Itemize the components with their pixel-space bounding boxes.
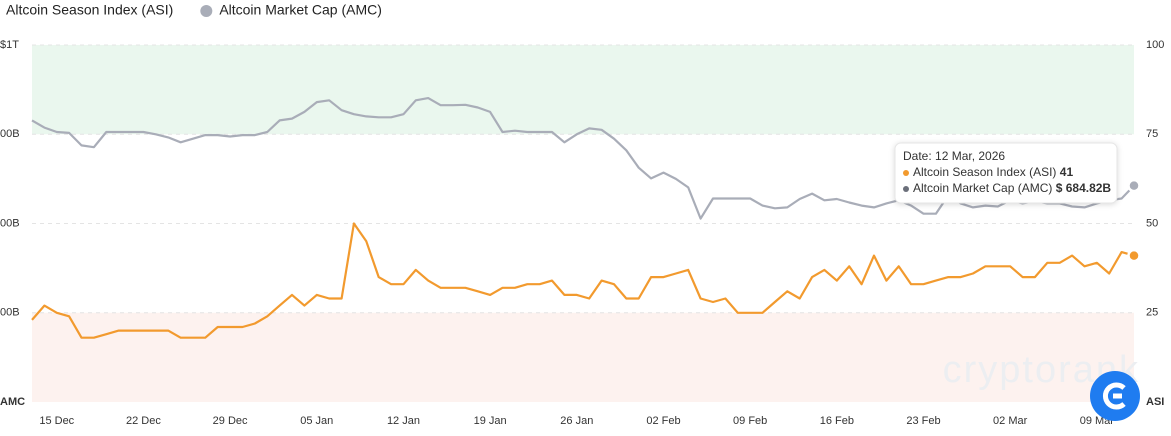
end-dot — [1127, 178, 1141, 193]
band — [32, 45, 1134, 135]
y-tick-label: 00B — [0, 217, 20, 229]
y2-tick-label: 50 — [1146, 217, 1158, 229]
legend-marker — [200, 5, 213, 17]
x-tick-label: 02 Mar — [993, 415, 1028, 427]
x-tick-label: 29 Dec — [213, 415, 248, 427]
x-tick-label: 05 Jan — [300, 415, 333, 427]
tooltip-name: Altcoin Season Index (ASI) 41 — [913, 165, 1073, 179]
legend: Altcoin Season Index (ASI) Altcoin Market… — [6, 2, 382, 18]
tooltip-value: 41 — [1060, 165, 1074, 179]
tooltip: Date: 12 Mar, 2026 Altcoin Season Index … — [894, 142, 1118, 204]
x-tick-label: 09 Feb — [733, 415, 767, 427]
x-tick-label: 02 Feb — [646, 415, 680, 427]
tooltip-series: Altcoin Season Index (ASI) — [913, 165, 1056, 179]
grid: $1T 00B 00B 00B 25 50 75 100 15 Dec 22 Dec 29 Dec 0… — [0, 39, 1164, 427]
tooltip-value: $ 684.82B — [1056, 181, 1112, 195]
y2-tick-label: 100 — [1146, 39, 1164, 51]
series-line — [31, 222, 1135, 339]
tooltip-title: Date: 12 Mar, 2026 — [903, 149, 1005, 163]
x-tick-label: 19 Jan — [474, 415, 507, 427]
x-tick-label: 23 Feb — [906, 415, 940, 427]
x-tick-label: 26 Jan — [560, 415, 593, 427]
y2-tick-label: 75 — [1146, 128, 1158, 140]
y-tick-label: 00B — [0, 128, 20, 140]
y2-axis-title: ASI — [1146, 396, 1164, 408]
x-tick-label: 16 Feb — [820, 415, 854, 427]
y-tick-label: 00B — [0, 307, 20, 319]
x-tick-label: 15 Dec — [39, 415, 74, 427]
y-axis-title: AMC — [0, 396, 25, 408]
logo — [1090, 371, 1140, 421]
end-dot — [1127, 248, 1141, 263]
legend-label: Altcoin Season Index (ASI) — [6, 2, 173, 18]
tooltip-name: Altcoin Market Cap (AMC) $ 684.82B — [913, 181, 1111, 195]
x-tick-label: 22 Dec — [126, 415, 161, 427]
y2-tick-label: 25 — [1146, 307, 1158, 319]
tooltip-series: Altcoin Market Cap (AMC) — [913, 181, 1052, 195]
y-tick-label: $1T — [0, 39, 19, 51]
legend-label: Altcoin Market Cap (AMC) — [219, 2, 382, 18]
x-tick-label: 12 Jan — [387, 415, 420, 427]
